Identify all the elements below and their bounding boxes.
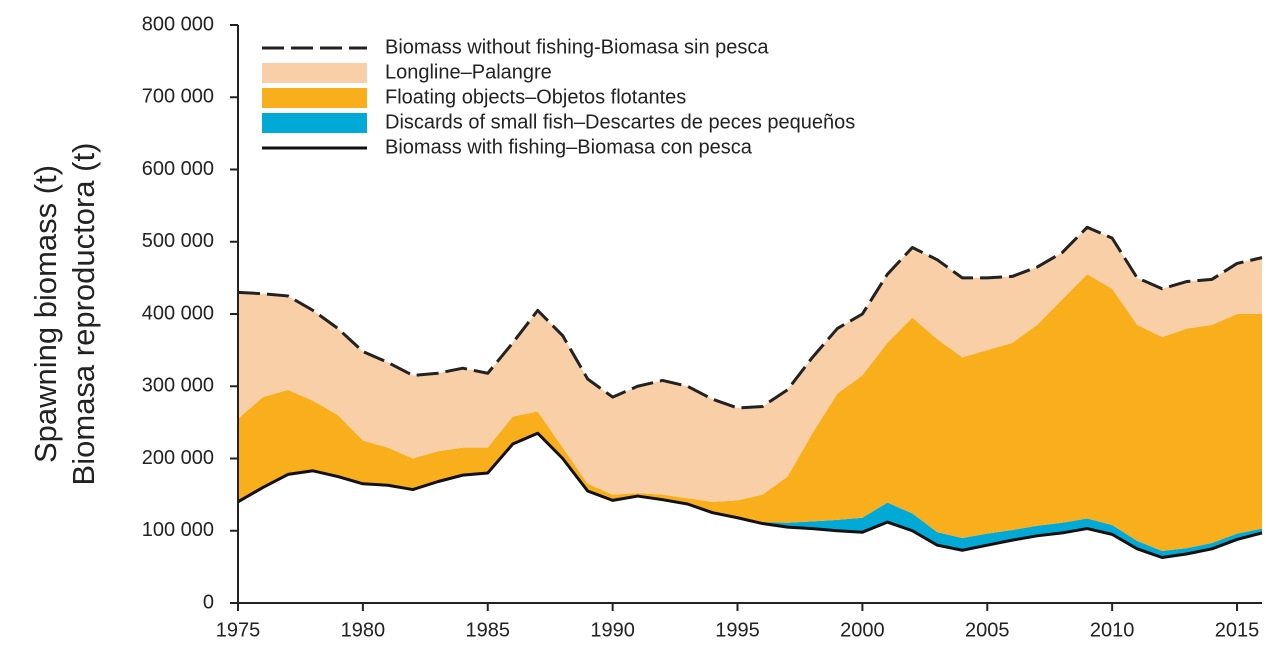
y-tick-label: 500 000 — [142, 230, 214, 252]
y-axis-label: Spawning biomass (t) — [28, 165, 63, 463]
x-tick-label: 1975 — [216, 619, 261, 641]
area — [238, 274, 1262, 551]
line — [237, 225, 1263, 410]
y-tick-label: 700 000 — [142, 86, 214, 108]
x-tick-label: 2000 — [840, 619, 885, 641]
lines — [237, 225, 1263, 559]
axes: 0 100 000 200 000 300 000 400 000 500 000 600 … — [142, 13, 1262, 641]
y-axis-label: Biomasa reproductora (t) — [66, 143, 101, 486]
legend-label: Biomass with fishing–Biomasa con pesca — [385, 136, 753, 158]
legend-swatch — [262, 88, 367, 108]
legend: Biomass without fishing-Biomasa sin pesc… — [262, 36, 855, 158]
legend-label: Biomass without fishing-Biomasa sin pesc… — [385, 36, 769, 58]
legend-label: Longline–Palangre — [385, 61, 552, 83]
x-tick-label: 1995 — [715, 619, 760, 641]
legend-swatch — [262, 113, 367, 133]
area — [238, 227, 1262, 502]
x-tick-label: 2005 — [965, 619, 1010, 641]
areas — [238, 227, 1262, 558]
y-tick-label: 800 000 — [142, 13, 214, 35]
y-tick-label: 100 000 — [142, 519, 214, 541]
legend-swatch — [262, 63, 367, 83]
legend-label: Discards of small fish–Descartes de pece… — [385, 111, 855, 133]
y-tick-label: 200 000 — [142, 447, 214, 469]
y-tick-label: 300 000 — [142, 375, 214, 397]
x-tick-label: 1980 — [341, 619, 386, 641]
line — [237, 431, 1263, 559]
y-tick-label: 0 — [203, 591, 214, 613]
x-tick-label: 2010 — [1090, 619, 1135, 641]
y-tick-label: 600 000 — [142, 158, 214, 180]
x-tick-label: 1985 — [466, 619, 511, 641]
x-tick-label: 1990 — [590, 619, 635, 641]
x-tick-label: 2015 — [1215, 619, 1260, 641]
y-tick-label: 400 000 — [142, 302, 214, 324]
legend-label: Floating objects–Objetos flotantes — [385, 86, 686, 108]
